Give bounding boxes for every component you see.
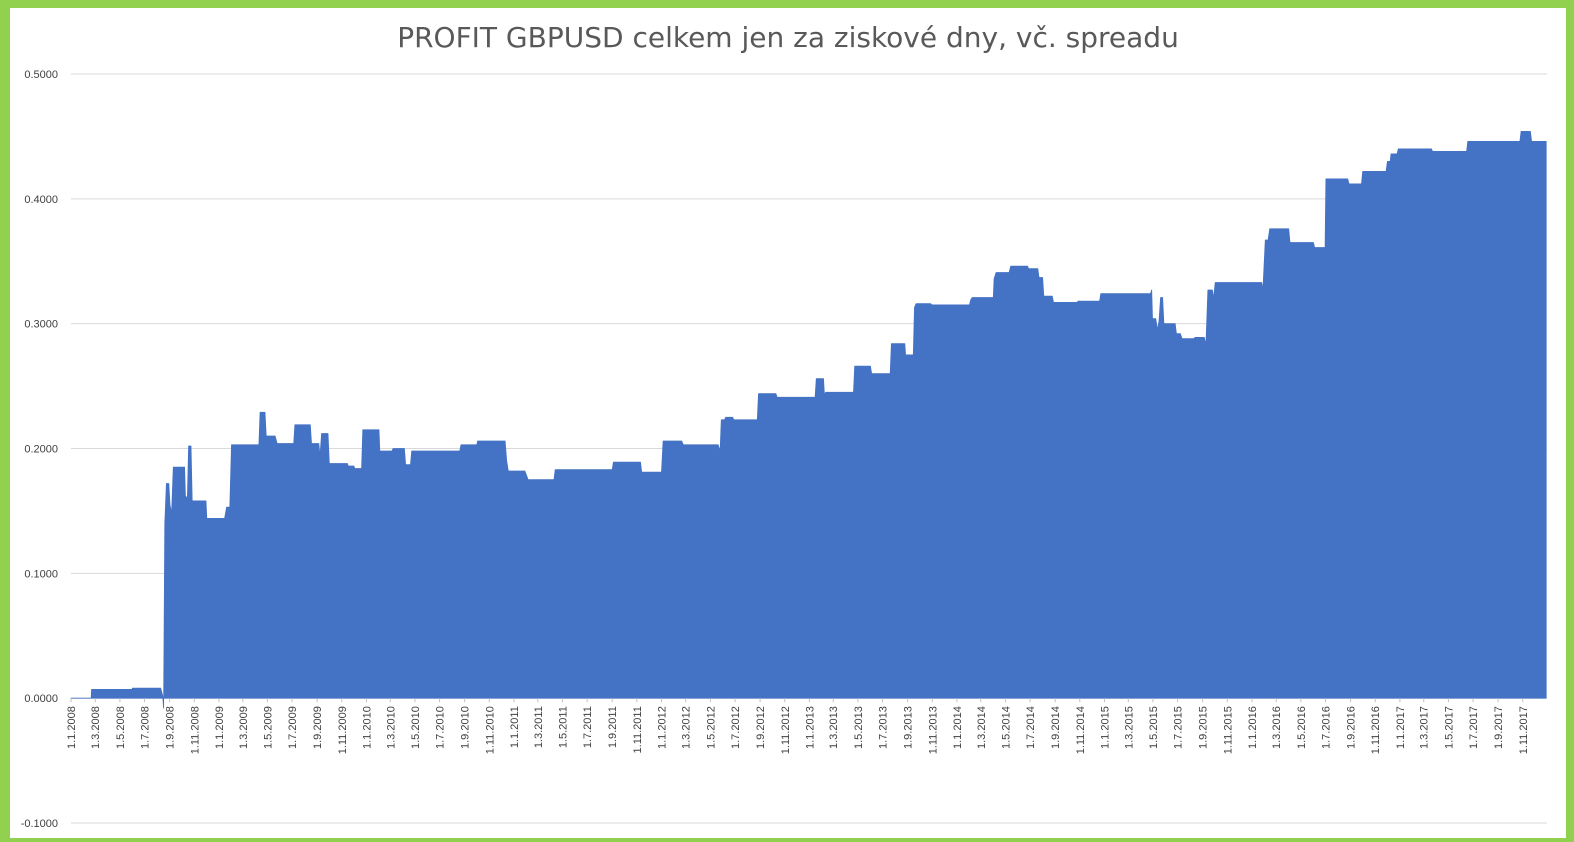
x-tick-label: 1.11.2010 <box>484 706 496 754</box>
x-tick-label: 1.9.2009 <box>312 706 324 749</box>
x-tick-label: 1.11.2012 <box>780 706 792 754</box>
x-tick-label: 1.9.2016 <box>1346 706 1358 749</box>
x-tick-label: 1.5.2017 <box>1443 706 1455 749</box>
x-tick-label: 1.7.2013 <box>878 706 890 749</box>
x-tick-label: 1.7.2015 <box>1173 706 1185 749</box>
x-tick-label: 1.5.2015 <box>1148 706 1160 749</box>
x-tick-label: 1.5.2012 <box>705 706 717 749</box>
series-area <box>70 131 1547 709</box>
x-tick-label: 1.5.2009 <box>262 706 274 749</box>
x-tick-label: 1.11.2017 <box>1518 706 1530 754</box>
x-tick-label: 1.11.2016 <box>1370 706 1382 754</box>
x-tick-label: 1.5.2011 <box>558 706 570 748</box>
x-tick-label: 1.7.2016 <box>1321 706 1333 749</box>
x-tick-label: 1.3.2011 <box>533 706 545 748</box>
x-tick-label: 1.9.2017 <box>1493 706 1505 749</box>
x-tick-label: 1.11.2013 <box>927 706 939 754</box>
x-tick-label: 1.11.2015 <box>1222 706 1234 754</box>
chart-frame: PROFIT GBPUSD celkem jen za ziskové dny,… <box>10 8 1566 838</box>
x-tick-label: 1.5.2008 <box>115 706 127 749</box>
x-tick-label: 1.1.2017 <box>1395 706 1407 749</box>
x-tick-label: 1.9.2012 <box>755 706 767 749</box>
x-tick-label: 1.3.2016 <box>1271 706 1283 749</box>
x-tick-label: 1.3.2013 <box>828 706 840 749</box>
x-tick-label: 1.11.2008 <box>189 706 201 754</box>
x-tick-label: 1.3.2009 <box>238 706 250 749</box>
x-tick-label: 1.7.2008 <box>140 706 152 749</box>
x-tick-label: 1.1.2011 <box>509 706 521 748</box>
x-tick-label: 1.11.2014 <box>1075 706 1087 754</box>
x-tick-label: 1.5.2014 <box>1000 706 1012 749</box>
area-chart: -0.1000 0.0000 0.1000 0.2000 0.3000 0.4000 0.5… <box>21 69 1547 830</box>
x-tick-label: 1.7.2009 <box>287 706 299 749</box>
x-tick-label: 1.9.2011 <box>607 706 619 748</box>
x-tick-label: 1.7.2011 <box>582 706 594 748</box>
x-tick-label: 1.9.2008 <box>165 706 177 749</box>
x-tick-label: 1.9.2015 <box>1198 706 1210 749</box>
area-series <box>70 131 1547 709</box>
x-tick-label: 1.7.2012 <box>730 706 742 749</box>
x-tick-label: 1.11.2011 <box>632 706 644 753</box>
y-axis: -0.1000 0.0000 0.1000 0.2000 0.3000 0.4000 0.5… <box>21 69 58 830</box>
y-tick-label: -0.1000 <box>21 818 58 830</box>
x-tick-label: 1.5.2013 <box>853 706 865 749</box>
y-tick-label: 0.2000 <box>24 444 58 456</box>
y-tick-label: 0.1000 <box>24 568 58 580</box>
x-tick-label: 1.3.2008 <box>90 706 102 749</box>
x-tick-label: 1.1.2016 <box>1247 706 1259 749</box>
x-tick-label: 1.3.2017 <box>1419 706 1431 749</box>
x-tick-label: 1.1.2010 <box>361 706 373 749</box>
x-tick-label: 1.3.2014 <box>976 706 988 749</box>
chart-title: PROFIT GBPUSD celkem jen za ziskové dny,… <box>397 21 1179 54</box>
x-tick-label: 1.7.2014 <box>1025 706 1037 749</box>
x-tick-label: 1.1.2008 <box>66 706 78 749</box>
y-tick-label: 0.4000 <box>24 194 58 206</box>
x-tick-label: 1.3.2012 <box>681 706 693 749</box>
y-tick-label: 0.5000 <box>24 69 58 81</box>
x-tick-label: 1.1.2013 <box>804 706 816 749</box>
x-axis: 1.1.2008 1.3.2008 1.5.2008 1.7.2008 1.9.2008… <box>66 698 1530 754</box>
x-tick-label: 1.3.2010 <box>385 706 397 749</box>
x-tick-label: 1.5.2010 <box>410 706 422 749</box>
y-tick-label: 0.3000 <box>24 319 58 331</box>
x-tick-label: 1.1.2015 <box>1099 706 1111 749</box>
x-tick-label: 1.1.2012 <box>657 706 669 749</box>
x-tick-label: 1.11.2009 <box>337 706 349 754</box>
x-tick-label: 1.3.2015 <box>1123 706 1135 749</box>
x-tick-label: 1.7.2010 <box>435 706 447 749</box>
x-tick-label: 1.5.2016 <box>1296 706 1308 749</box>
x-tick-label: 1.9.2014 <box>1050 706 1062 749</box>
x-tick-label: 1.1.2009 <box>214 706 226 749</box>
x-tick-label: 1.1.2014 <box>952 706 964 749</box>
x-tick-label: 1.9.2010 <box>460 706 472 749</box>
x-tick-label: 1.7.2017 <box>1468 706 1480 749</box>
y-tick-label: 0.0000 <box>24 693 58 705</box>
x-tick-label: 1.9.2013 <box>903 706 915 749</box>
